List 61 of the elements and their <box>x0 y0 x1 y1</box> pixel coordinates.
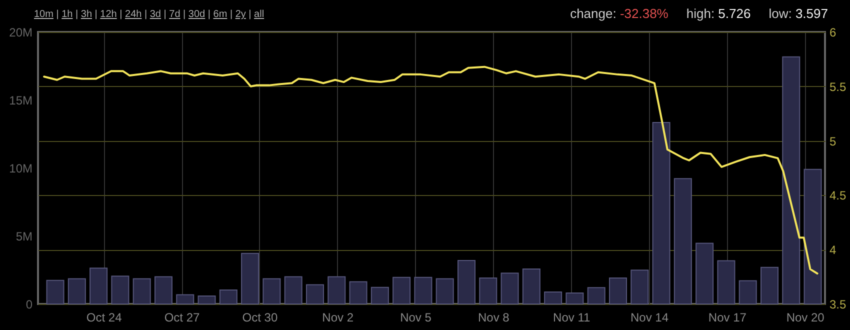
bar <box>219 289 238 304</box>
bar <box>652 122 670 304</box>
bar <box>738 280 757 304</box>
x-tick-label: Nov 8 <box>478 310 510 324</box>
x-tick-label: Nov 20 <box>786 310 825 324</box>
bar <box>90 268 108 304</box>
y-tick-label: 20M <box>9 26 33 40</box>
bar <box>500 272 519 304</box>
bar <box>566 292 584 304</box>
text: 10m | 1h | 3h | 12h | 24h | 3d | 7d | 30d | 6m | 2y | all <box>34 9 264 20</box>
bar <box>198 295 216 304</box>
y2-tick-label: 5 <box>830 134 836 148</box>
bar <box>696 242 714 304</box>
bar <box>544 292 562 304</box>
bar <box>674 178 692 304</box>
y-tick-label: 0 <box>26 298 33 312</box>
x-tick-label: Nov 5 <box>400 310 432 324</box>
bar <box>370 286 389 304</box>
bar <box>804 168 822 304</box>
text: low: 3.597 <box>768 6 828 21</box>
bar <box>46 280 64 304</box>
x-tick-label: Nov 17 <box>708 310 747 324</box>
x-tick-label: Oct 27 <box>164 310 200 324</box>
y2-tick-label: 6 <box>830 26 836 40</box>
x-tick-label: Nov 11 <box>553 310 590 324</box>
y2-tick-label: 3.5 <box>830 298 847 312</box>
bar <box>306 284 324 304</box>
bar <box>479 278 498 304</box>
y2-tick-label: 5.5 <box>830 80 847 94</box>
y-tick-label: 10M <box>9 162 33 176</box>
bar <box>630 270 649 304</box>
x-tick-label: Oct 24 <box>86 310 122 324</box>
x-tick-label: Oct 30 <box>242 310 278 324</box>
bar <box>392 276 411 304</box>
y2-tick-label: 4 <box>830 243 836 258</box>
text: change: -32.38% <box>570 6 668 21</box>
bar <box>176 294 194 304</box>
text: high: 5.726 <box>686 6 751 21</box>
bar <box>284 276 302 304</box>
x-tick-label: Nov 14 <box>630 310 669 324</box>
bar <box>782 56 800 304</box>
bar <box>587 287 606 304</box>
x-tick-label: Nov 2 <box>322 310 354 324</box>
bar <box>457 260 476 304</box>
bar <box>241 252 260 304</box>
bar <box>414 276 432 304</box>
y-tick-label: 5M <box>16 230 32 244</box>
bar <box>522 268 540 304</box>
bar <box>608 278 627 304</box>
bar <box>111 276 130 304</box>
y2-tick-label: 4.5 <box>830 188 847 203</box>
bar <box>436 278 454 304</box>
y-tick-label: 15M <box>9 94 33 108</box>
bar <box>760 266 778 304</box>
bar <box>349 281 368 304</box>
bar <box>262 278 281 304</box>
bar <box>717 260 736 304</box>
bar <box>328 276 346 304</box>
bar <box>154 276 172 304</box>
bar <box>132 278 151 304</box>
bar <box>68 278 86 304</box>
